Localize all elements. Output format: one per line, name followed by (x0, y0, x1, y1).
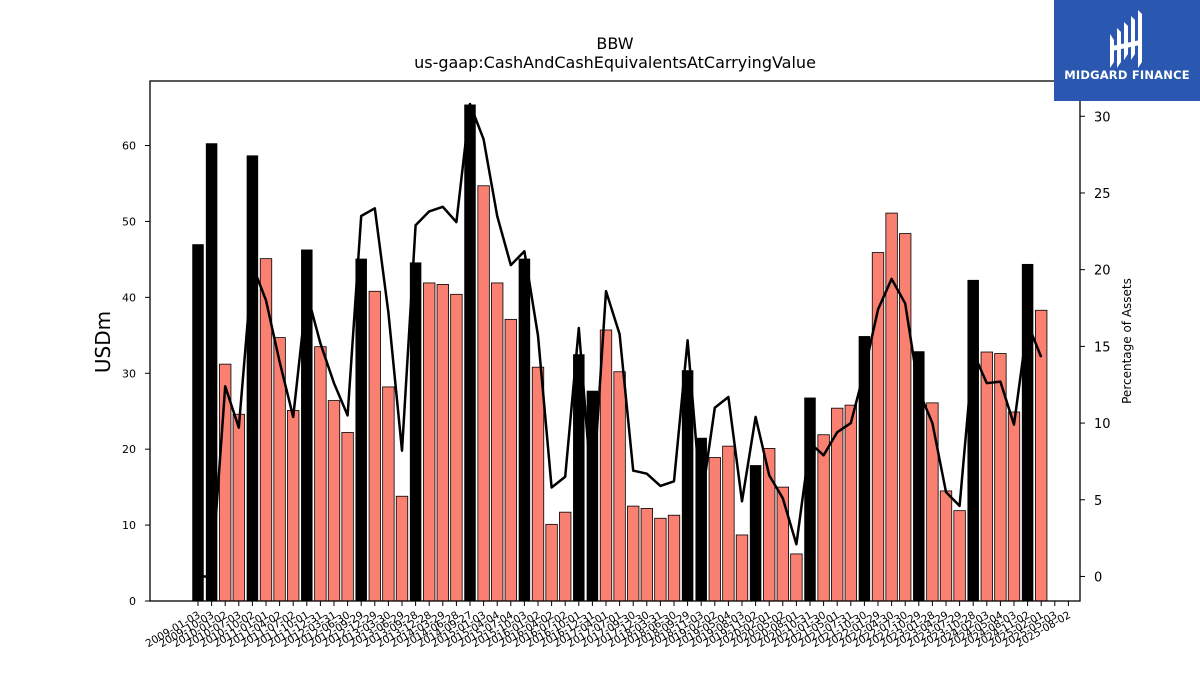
chart-title: BBW (596, 34, 633, 53)
y-tick-label: 60 (122, 140, 136, 153)
bar-2012-09-29 (355, 258, 367, 601)
bar-2010-07-03 (232, 413, 245, 602)
bar-2022-10-29 (913, 351, 925, 601)
y-tick-label: 50 (122, 215, 136, 228)
bar-2015-10-03 (518, 258, 531, 601)
bar-2012-12-29 (368, 290, 381, 602)
mf-logo-icon (1110, 10, 1142, 68)
y2-tick-label: 10 (1094, 417, 1111, 432)
y-tick-label: 30 (122, 367, 136, 380)
bar-2018-03-31 (654, 517, 667, 602)
bar-2021-07-31 (844, 404, 857, 602)
bar-2013-03-30 (382, 386, 395, 602)
right-axis-ticks: 0 5 10 15 20 25 30 (1080, 110, 1111, 585)
bar-2023-04-29 (939, 490, 953, 602)
bar-2013-09-28 (409, 262, 422, 601)
bar-2010-10-02 (246, 155, 259, 601)
plot-frame (149, 80, 1081, 602)
y-tick-label: 40 (122, 291, 136, 304)
bar-2012-03-31 (327, 400, 341, 602)
bar-2023-10-28 (967, 279, 979, 601)
bar-2013-12-28 (423, 282, 436, 602)
bar-2021-01-30 (817, 434, 830, 602)
left-axis-ticks: 0 10 20 30 40 50 60 (122, 140, 150, 608)
bar-2023-01-28 (926, 402, 939, 602)
bar-2013-06-29 (395, 495, 409, 602)
bars (192, 104, 1048, 602)
bar-2021-10-30 (858, 336, 871, 601)
bar-2016-01-02 (531, 366, 545, 602)
chart-subtitle: us-gaap:CashAndCashEquivalentsAtCarrying… (414, 53, 816, 72)
bar-2011-07-02 (287, 410, 300, 602)
bar-2011-10-01 (301, 249, 313, 601)
bar-2017-09-30 (627, 505, 640, 602)
bar-2020-08-01 (790, 553, 803, 602)
bar-2019-05-04 (722, 445, 735, 602)
y2-tick-label: 30 (1094, 110, 1111, 125)
bar-2014-09-27 (464, 104, 476, 601)
bar-2012-06-30 (341, 432, 354, 602)
bar-2024-08-03 (1007, 411, 1021, 602)
bar-2022-01-29 (871, 252, 885, 602)
bar-2019-11-02 (749, 465, 762, 601)
bar-2009-01-03 (192, 244, 204, 601)
bar-2022-04-30 (885, 212, 898, 602)
y2-tick-label: 20 (1094, 264, 1111, 279)
bar-2009-10-03 (205, 143, 218, 601)
y-tick-label: 10 (122, 519, 136, 532)
bar-2017-12-30 (640, 507, 653, 602)
y2-axis-label: Percentage of Assets (1120, 278, 1134, 404)
bar-2019-02-02 (708, 457, 721, 602)
bar-2018-11-03 (695, 437, 707, 601)
bar-2015-04-04 (491, 282, 504, 602)
bar-2020-05-02 (776, 486, 789, 602)
bar-2022-07-30 (899, 233, 912, 602)
y-axis-label: USDm (91, 311, 115, 373)
y2-tick-label: 15 (1094, 340, 1111, 355)
y2-tick-label: 5 (1094, 494, 1102, 509)
bar-2019-08-03 (735, 534, 749, 602)
bar-2024-02-03 (980, 351, 993, 602)
bar-2023-07-29 (953, 510, 966, 602)
bar-2018-09-29 (681, 370, 694, 601)
percent-of-assets-line (198, 102, 1043, 578)
logo-text: MIDGARD FINANCE (1064, 68, 1190, 82)
x-axis-ticks: 2009-01-032009-10-032010-01-022010-07-03… (144, 601, 1073, 650)
bar-2018-06-30 (667, 514, 681, 602)
midgard-finance-logo: MIDGARD FINANCE (1054, 0, 1200, 101)
y2-tick-label: 25 (1094, 187, 1111, 202)
bar-2017-07-01 (613, 371, 626, 602)
bar-2015-01-03 (477, 185, 490, 602)
bar-2016-04-02 (545, 523, 558, 602)
bar-2024-11-02 (1021, 263, 1034, 601)
bar-2020-10-31 (804, 397, 816, 601)
bar-2016-07-02 (559, 511, 572, 602)
y-tick-label: 0 (129, 595, 136, 608)
y2-tick-label: 0 (1094, 570, 1102, 585)
y-tick-label: 20 (122, 443, 136, 456)
bar-2014-03-29 (436, 284, 449, 602)
bar-2011-01-01 (259, 258, 273, 602)
bar-2016-10-01 (573, 354, 585, 601)
bar-2014-06-28 (450, 293, 463, 602)
bar-2011-12-31 (314, 346, 327, 602)
bar-2015-07-04 (504, 318, 517, 602)
